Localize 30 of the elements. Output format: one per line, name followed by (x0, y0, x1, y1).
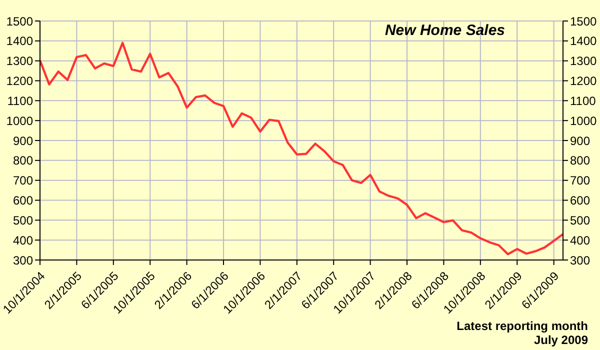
y-tick-label: 300 (12, 253, 34, 268)
y2-tick-label: 300 (570, 253, 590, 268)
y2-tick-label: 600 (570, 194, 590, 208)
y2-tick-label: 500 (570, 213, 590, 228)
text: July 2009 (532, 333, 588, 347)
y2-tick-label: 1100 (570, 94, 596, 108)
y2-tick-label: 700 (570, 174, 590, 188)
y-tick-label: 600 (12, 194, 34, 208)
y-tick-label: 500 (12, 213, 34, 228)
y2-tick-label: 1400 (570, 34, 598, 48)
chart-title: New Home Sales (384, 22, 506, 39)
y2-tick-label: 1000 (570, 114, 598, 128)
y2-tick-label: 1500 (570, 14, 598, 28)
y2-tick-label: 900 (570, 134, 590, 148)
y-tick-label: 1200 (6, 74, 34, 88)
y-tick-label: 700 (12, 174, 34, 188)
y-tick-label: 1400 (6, 34, 34, 48)
y-tick-label: 1100 (7, 94, 34, 108)
y-tick-label: 800 (12, 154, 34, 168)
text: Latest reporting month (456, 319, 588, 333)
y-tick-label: 1300 (6, 54, 34, 68)
y-tick-label: 400 (12, 233, 34, 248)
y2-tick-label: 1200 (570, 74, 598, 88)
line-series (40, 42, 563, 256)
y-tick-label: 1500 (6, 14, 34, 28)
y2-tick-label: 800 (570, 154, 590, 168)
y-tick-label: 900 (12, 134, 34, 148)
y-tick-label: 1000 (6, 114, 34, 128)
y2-tick-label: 400 (570, 233, 590, 248)
y2-tick-label: 1300 (570, 54, 598, 68)
